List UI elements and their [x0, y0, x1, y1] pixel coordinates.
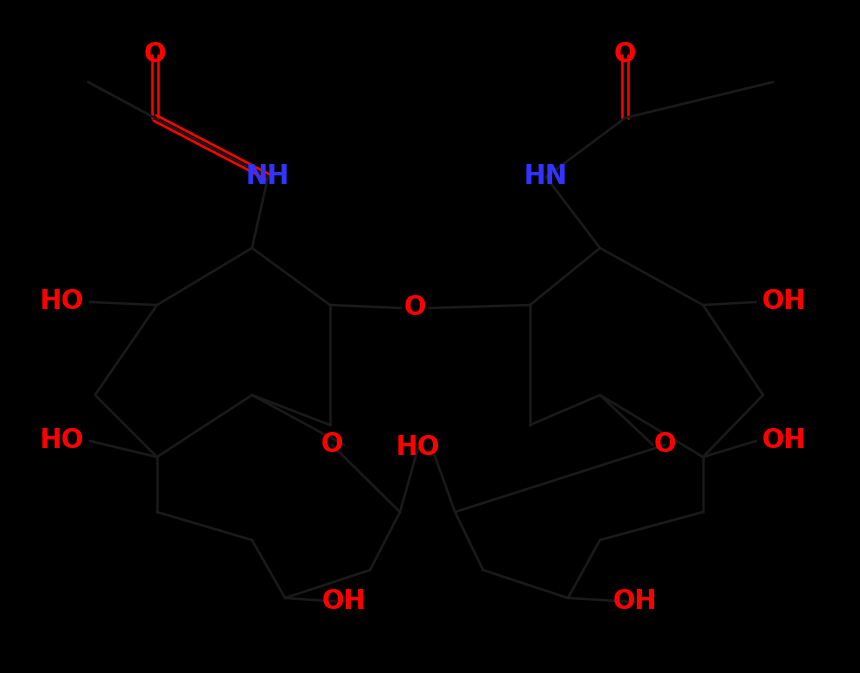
Text: HO: HO: [396, 435, 440, 461]
Text: NH: NH: [246, 164, 290, 190]
Text: O: O: [403, 295, 427, 321]
Text: O: O: [321, 432, 343, 458]
Text: OH: OH: [612, 589, 657, 615]
Text: HO: HO: [40, 428, 84, 454]
Text: O: O: [654, 432, 676, 458]
Text: O: O: [614, 42, 636, 68]
Text: OH: OH: [762, 428, 807, 454]
Text: HO: HO: [40, 289, 84, 315]
Text: OH: OH: [762, 289, 807, 315]
Text: O: O: [144, 42, 166, 68]
Text: HN: HN: [524, 164, 568, 190]
Text: OH: OH: [322, 589, 366, 615]
